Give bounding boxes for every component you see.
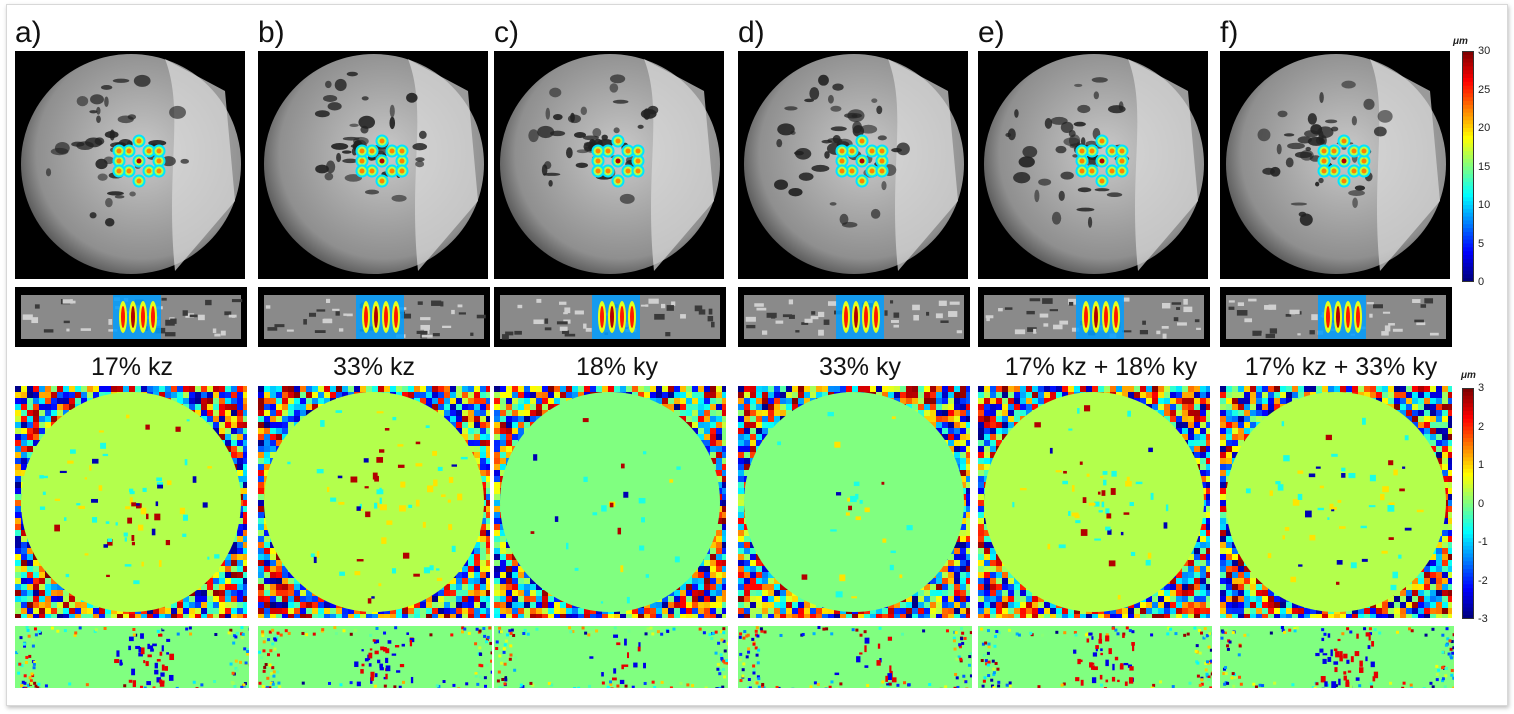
displacement-error-map [978,386,1210,618]
error-side-view-strip [738,626,972,688]
error-side-view-strip [15,626,249,688]
panel-label-e: e) [978,16,1005,49]
displacement-error-map [258,386,490,618]
panel-label-c: c) [494,16,519,49]
colorbar-tick-label: 2 [1478,420,1485,433]
magnitude-side-view-strip [258,287,490,347]
colorbar-unit-top: μm [1453,36,1468,47]
colorbar-error [1462,388,1474,619]
error-side-view-strip [258,626,492,688]
panel-label-f: f) [1220,16,1239,49]
panel-label-b: b) [258,16,285,49]
magnitude-side-view-strip [978,287,1210,347]
colorbar-tick-label: -2 [1478,574,1488,587]
error-map-disc [1226,392,1446,612]
magnitude-image-with-displacement-overlay [978,51,1208,279]
condition-title: 17% kz + 18% ky [1004,353,1198,381]
displacement-error-map [494,386,726,618]
error-map-disc [984,392,1204,612]
error-side-view-strip [494,626,728,688]
colorbar-displacement [1462,51,1474,282]
magnitude-side-view-strip [494,287,726,347]
magnitude-image-with-displacement-overlay [1220,51,1450,279]
condition-title: 17% kz + 33% ky [1244,353,1438,381]
condition-title: 18% ky [576,353,658,381]
condition-title: 17% kz [91,353,173,381]
colorbar-tick-label: -3 [1478,613,1488,625]
colorbar-tick-label: 25 [1478,83,1491,96]
colorbar-tick-label: 0 [1478,497,1485,510]
condition-title: 33% ky [819,353,901,381]
error-map-disc [264,392,484,612]
colorbar-tick-label: -1 [1478,536,1488,548]
colorbar-tick-label: 0 [1478,276,1485,288]
magnitude-side-view-strip [1220,287,1452,347]
magnitude-image-with-displacement-overlay [494,51,724,279]
colorbar-tick-label: 30 [1478,45,1491,57]
colorbar-tick-label: 3 [1478,382,1485,394]
displacement-error-map [15,386,247,618]
panel-label-a: a) [15,16,42,49]
colorbar-tick-label: 5 [1478,237,1485,250]
condition-title: 33% kz [333,353,415,381]
magnitude-side-view-strip [15,287,247,347]
magnitude-image-with-displacement-overlay [258,51,488,279]
colorbar-tick-label: 1 [1478,459,1485,471]
panel-label-d: d) [738,16,765,49]
colorbar-tick-label: 10 [1478,199,1491,211]
magnitude-side-view-strip [738,287,970,347]
displacement-error-map [1220,386,1452,618]
colorbar-unit-bottom: μm [1461,370,1476,381]
magnitude-image-with-displacement-overlay [15,51,245,279]
colorbar-tick-label: 20 [1478,122,1491,134]
displacement-error-map [738,386,970,618]
colorbar-tick-label: 15 [1478,160,1491,173]
error-side-view-strip [1220,626,1454,688]
error-side-view-strip [978,626,1212,688]
magnitude-image-with-displacement-overlay [738,51,968,279]
